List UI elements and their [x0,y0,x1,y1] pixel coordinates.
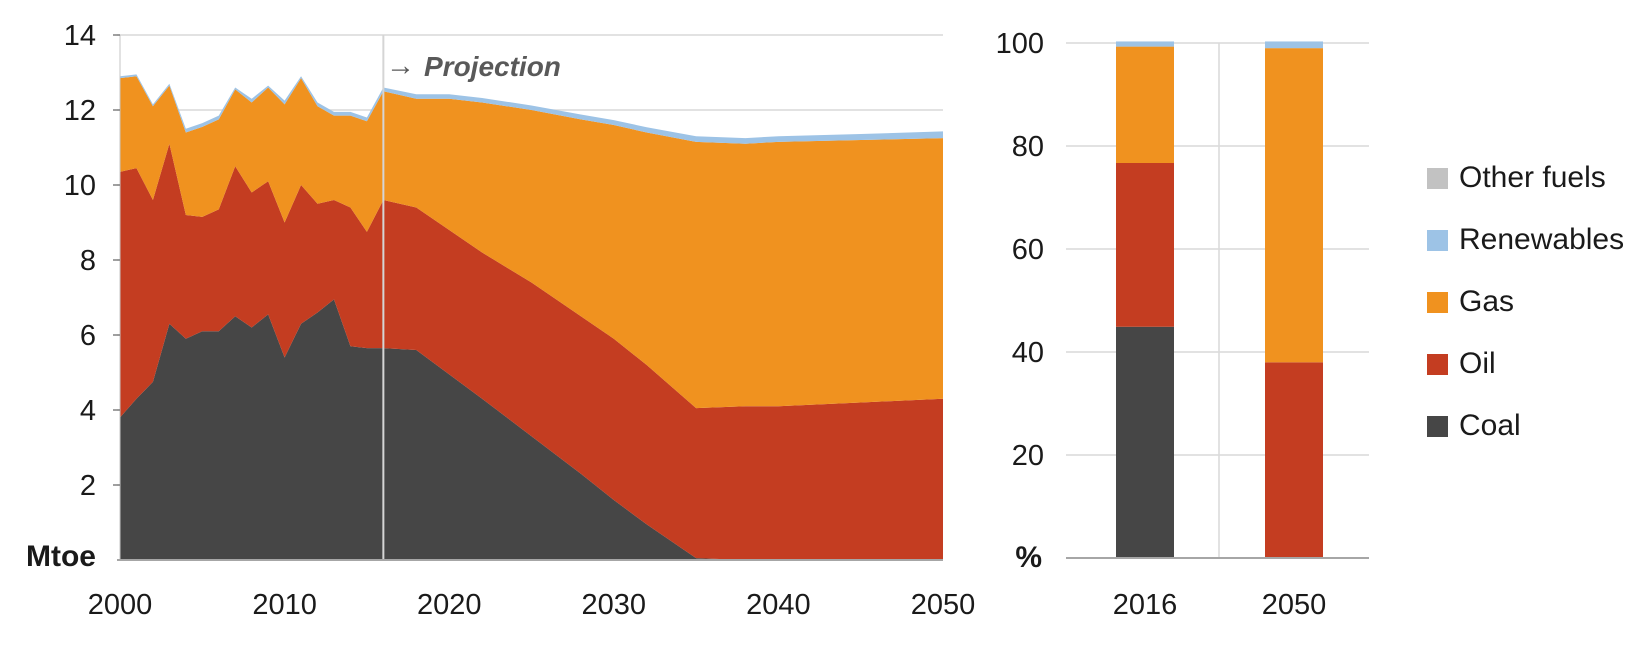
svg-text:10: 10 [64,170,96,202]
legend-label: Renewables [1459,223,1625,256]
svg-text:2020: 2020 [417,589,482,621]
gas-swatch-icon [1427,291,1448,313]
svg-text:4: 4 [80,395,96,427]
svg-text:2040: 2040 [746,589,811,621]
legend-item-oil: Oil [1427,349,1624,379]
svg-text:2: 2 [80,470,96,502]
projection-annotation: → Projection [386,50,561,83]
legend-label: Gas [1459,285,1515,318]
right-axis-unit-label: % [1015,541,1042,574]
svg-text:80: 80 [1012,131,1044,163]
renewables-swatch-icon [1427,229,1448,251]
svg-text:2050: 2050 [911,589,976,621]
oil-swatch-icon [1427,353,1448,375]
svg-text:2010: 2010 [252,589,317,621]
svg-text:60: 60 [1012,234,1044,266]
legend-label: Oil [1459,347,1496,380]
svg-text:20: 20 [1012,440,1044,472]
right-arrow-icon: → [386,50,415,82]
legend-item-renewables: Renewables [1427,225,1624,255]
legend-label: Coal [1459,409,1521,442]
svg-text:2050: 2050 [1262,589,1327,621]
svg-text:2000: 2000 [88,589,153,621]
svg-text:2030: 2030 [582,589,647,621]
svg-text:6: 6 [80,320,96,352]
coal-swatch-icon [1427,415,1448,437]
svg-text:2016: 2016 [1113,589,1178,621]
legend-item-gas: Gas [1427,287,1624,317]
legend-item-other-fuels: Other fuels [1427,163,1624,193]
projection-annotation-label: Projection [424,50,561,82]
other-fuels-swatch-icon [1427,167,1448,189]
svg-text:40: 40 [1012,337,1044,369]
left-axis-unit-label: Mtoe [26,540,96,573]
legend-item-coal: Coal [1427,411,1624,441]
legend-label: Other fuels [1459,161,1606,194]
svg-text:14: 14 [64,20,96,52]
svg-text:8: 8 [80,245,96,277]
svg-text:100: 100 [996,28,1044,60]
svg-text:12: 12 [64,95,96,127]
legend: Other fuels Renewables Gas Oil Coal [1427,163,1624,473]
